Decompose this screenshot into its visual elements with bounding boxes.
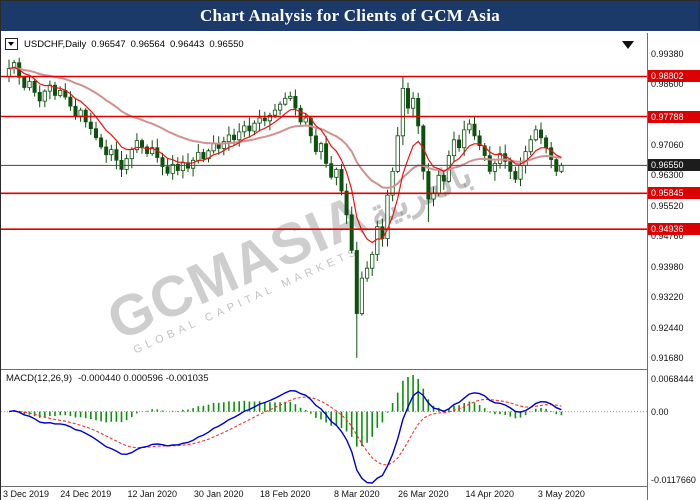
shift-marker-icon bbox=[622, 41, 634, 49]
price-level-badge: 0.97788 bbox=[648, 110, 700, 123]
time-axis-label: 26 Mar 2020 bbox=[398, 489, 449, 499]
current-price-badge: 0.96550 bbox=[648, 159, 700, 172]
price-level-badge: 0.95845 bbox=[648, 187, 700, 200]
price-axis-label: 0.91680 bbox=[651, 352, 684, 363]
page-title: Chart Analysis for Clients of GCM Asia bbox=[199, 6, 501, 25]
price-axis-label: 0.94760 bbox=[651, 231, 684, 242]
time-axis-label: 24 Dec 2019 bbox=[60, 489, 112, 499]
quote-open: 0.96547 bbox=[91, 38, 126, 50]
price-axis-label: 0.96300 bbox=[651, 170, 684, 181]
quote-close: 0.96550 bbox=[209, 38, 244, 50]
chart-canvas[interactable] bbox=[1, 33, 647, 500]
time-axis-label: 3 May 2020 bbox=[537, 489, 585, 499]
quote-low: 0.96443 bbox=[169, 38, 205, 50]
symbol-dropdown-icon[interactable] bbox=[5, 38, 18, 50]
macd-signal-line bbox=[8, 396, 562, 466]
price-axis-label: 0.98600 bbox=[651, 79, 684, 90]
time-axis-label: 18 Feb 2020 bbox=[259, 489, 311, 499]
macd-main-line bbox=[8, 389, 562, 484]
chart-area: GCMASIAبالعربية GLOBAL CAPITAL MARKETS U… bbox=[1, 31, 700, 500]
macd-histogram bbox=[13, 375, 563, 447]
macd-axis-label-bottom: -0.0117660 bbox=[651, 475, 696, 485]
price-axis-label: 0.99380 bbox=[651, 48, 684, 59]
bull-candles bbox=[6, 62, 564, 315]
price-axis-label: 0.93980 bbox=[651, 262, 684, 272]
price-level-badge: 0.98802 bbox=[648, 70, 700, 83]
time-axis[interactable]: 3 Dec 2019 24 Dec 2019 12 Jan 2020 30 Jan 2… bbox=[1, 486, 647, 500]
price-level-badge: 0.94936 bbox=[648, 223, 700, 236]
time-axis-label: 3 Dec 2019 bbox=[3, 489, 50, 499]
time-axis-label: 8 Mar 2020 bbox=[334, 489, 380, 499]
bear-candles bbox=[17, 62, 559, 314]
time-axis-label: 12 Jan 2020 bbox=[127, 489, 177, 499]
price-axis-label: 0.95520 bbox=[651, 201, 684, 212]
moving-average-30 bbox=[8, 67, 562, 189]
macd-values: -0.000440 0.000596 -0.001035 bbox=[78, 373, 209, 384]
moving-average-8 bbox=[8, 66, 562, 244]
macd-indicator-label: MACD(12,26,9) -0.000440 0.000596 -0.0010… bbox=[6, 373, 208, 384]
time-axis-label: 30 Jan 2020 bbox=[193, 489, 244, 499]
quote-high: 0.96564 bbox=[130, 38, 165, 50]
price-axis-label: 0.93220 bbox=[651, 292, 684, 303]
price-axis-label: 0.92440 bbox=[651, 322, 684, 333]
macd-name: MACD(12,26,9) bbox=[6, 373, 72, 384]
macd-axis-label-top: 0.0068444 bbox=[651, 374, 694, 384]
price-axis[interactable]: 0.99380 0.98600 0.97060 0.96300 0.95520 0.947… bbox=[647, 33, 700, 500]
macd-axis-label-zero: 0.00 bbox=[651, 406, 669, 417]
symbol-label: USDCHF,Daily bbox=[24, 38, 87, 50]
title-bar: Chart Analysis for Clients of GCM Asia bbox=[1, 1, 699, 31]
price-axis-label: 0.97060 bbox=[651, 140, 684, 151]
time-axis-label: 14 Apr 2020 bbox=[465, 489, 515, 499]
symbol-info: USDCHF,Daily 0.96547 0.96564 0.96443 0.9… bbox=[5, 38, 244, 50]
